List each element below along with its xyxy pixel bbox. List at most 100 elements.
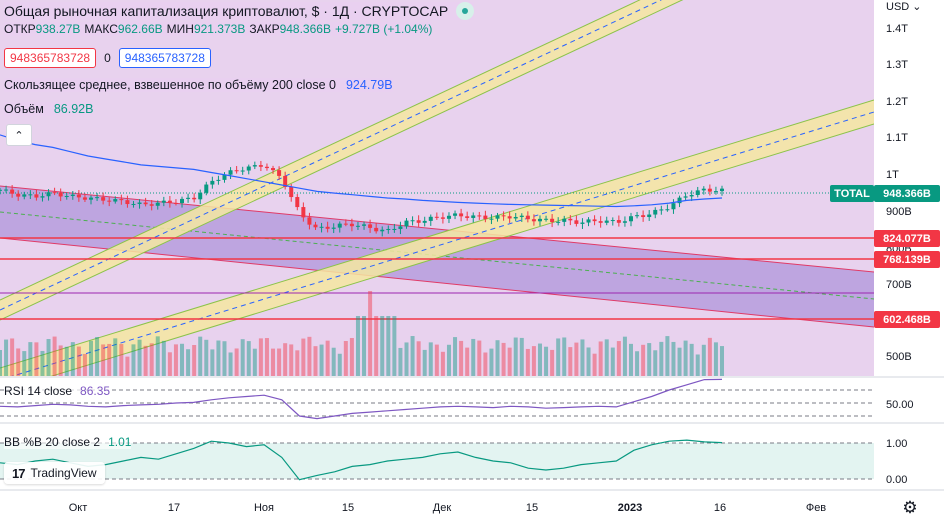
volume-bar xyxy=(264,338,269,376)
buy-box[interactable]: 948365783728 xyxy=(118,48,211,68)
volume-bar xyxy=(10,338,15,376)
volume-bar xyxy=(416,341,421,376)
bb-legend[interactable]: BB %B 20 close 2 1.01 xyxy=(4,435,132,449)
candle-body xyxy=(635,215,640,217)
candle-body xyxy=(483,215,488,220)
volume-legend[interactable]: Объём 86.92B xyxy=(4,102,94,116)
ascending-channel-1-line-b[interactable] xyxy=(0,0,874,321)
candle-body xyxy=(119,199,124,201)
volume-bar xyxy=(271,348,276,376)
candle-body xyxy=(95,197,100,199)
candle-body xyxy=(143,202,148,205)
volume-bar xyxy=(471,338,476,376)
candle-body xyxy=(149,204,154,206)
volume-bar xyxy=(446,344,451,376)
bb-tick: 0.00 xyxy=(886,474,907,486)
volume-bar xyxy=(295,350,300,376)
volume-legend-value: 86.92B xyxy=(53,102,94,116)
candle-body xyxy=(416,220,421,223)
candle-body xyxy=(137,202,142,204)
candle-body xyxy=(89,197,94,200)
sell-box[interactable]: 948365783728 xyxy=(4,48,97,68)
market-status-icon[interactable] xyxy=(456,2,475,20)
volume-bar xyxy=(501,342,506,376)
tradingview-logo-icon: 17 xyxy=(12,465,26,481)
volume-bar xyxy=(459,340,464,376)
candle-body xyxy=(440,217,445,219)
candle-body xyxy=(107,200,112,202)
volume-bar xyxy=(52,336,57,376)
candle-body xyxy=(46,192,51,197)
candle-body xyxy=(689,194,694,197)
volume-bar xyxy=(349,338,354,376)
candle-body xyxy=(204,184,209,193)
candle-body xyxy=(28,194,33,196)
volume-legend-label: Объём xyxy=(4,102,44,116)
ascending-channel-2-line-a[interactable] xyxy=(0,99,874,369)
candle-body xyxy=(252,165,257,167)
volume-bar xyxy=(40,350,45,376)
candle-body xyxy=(428,216,433,221)
vwma-legend-label: Скользящее среднее, взвешенное по объёму… xyxy=(4,78,336,92)
volume-bar xyxy=(192,344,197,376)
candle-body xyxy=(720,188,724,192)
settings-gear-icon[interactable]: ⚙ xyxy=(902,498,918,517)
candle-body xyxy=(368,224,373,228)
volume-bar xyxy=(422,349,427,376)
volume-bar xyxy=(204,339,209,376)
candle-body xyxy=(622,221,627,223)
rsi-line[interactable] xyxy=(0,378,723,420)
candle-body xyxy=(659,209,664,211)
chart-title[interactable]: Общая рыночная капитализация криптовалют… xyxy=(4,2,475,20)
level-label-602-text: 602.468B xyxy=(883,314,931,326)
volume-bar xyxy=(4,339,9,376)
volume-bar xyxy=(440,351,445,376)
descending-channel-lower[interactable] xyxy=(0,237,874,328)
candle-body xyxy=(598,221,603,223)
candle-body xyxy=(574,220,579,224)
volume-bar xyxy=(82,353,87,376)
vwma-line[interactable] xyxy=(0,134,723,208)
volume-bar xyxy=(592,353,597,376)
price-tick: 1.2T xyxy=(886,96,908,108)
candle-body xyxy=(580,222,585,224)
rsi-legend[interactable]: RSI 14 close 86.35 xyxy=(4,384,111,398)
time-tick: 2023 xyxy=(618,502,642,514)
candle-body xyxy=(271,168,276,171)
time-axis[interactable]: Окт 17 Ноя 15 Дек 15 2023 16 Фев xyxy=(69,502,827,514)
volume-bar xyxy=(398,347,403,376)
candle-body xyxy=(404,220,409,227)
volume-bar xyxy=(707,337,712,376)
volume-bar xyxy=(477,340,482,376)
candle-body xyxy=(222,174,227,180)
candle-body xyxy=(52,192,57,194)
bb-percent-line[interactable] xyxy=(0,439,723,481)
volume-bar xyxy=(198,336,203,376)
candle-body xyxy=(677,197,682,204)
vwma-legend[interactable]: Скользящее среднее, взвешенное по объёму… xyxy=(4,78,393,92)
volume-bar xyxy=(622,336,627,376)
candle-body xyxy=(161,200,166,203)
volume-bar xyxy=(137,339,142,376)
volume-bar xyxy=(119,343,124,376)
candle-body xyxy=(531,219,536,222)
candle-body xyxy=(489,218,494,220)
volume-bar xyxy=(34,342,39,376)
volume-bar xyxy=(671,341,676,376)
candle-body xyxy=(301,207,306,218)
ascending-channel-2-line-b[interactable] xyxy=(0,123,874,392)
volume-bar xyxy=(689,343,694,376)
candle-body xyxy=(380,229,385,232)
candle-body xyxy=(319,226,324,228)
bb-band-fill xyxy=(0,443,874,479)
volume-bar xyxy=(628,343,633,376)
candle-body xyxy=(64,195,69,197)
currency-label[interactable]: USD ⌄ xyxy=(886,1,922,13)
candle-body xyxy=(216,179,221,181)
volume-bar xyxy=(325,340,330,376)
tradingview-logo[interactable]: 17 TradingView xyxy=(4,462,105,484)
price-tick: 1.1T xyxy=(886,132,908,144)
ascending-channel-1-line-a[interactable] xyxy=(0,0,874,301)
collapse-legend-button[interactable]: ⌃ xyxy=(6,124,32,146)
